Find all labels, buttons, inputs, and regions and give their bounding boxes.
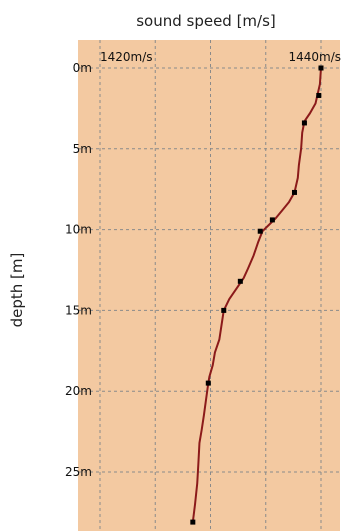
data-point-marker-5 [257, 228, 263, 234]
y-tick-label-15: 15m [65, 303, 92, 317]
data-point-marker-2 [301, 120, 307, 126]
data-point-marker-3 [291, 189, 297, 195]
x-tick-label-1440: 1440m/s [288, 50, 341, 64]
y-tick-label-10: 10m [65, 223, 92, 237]
sound-speed-profile-line [191, 67, 322, 524]
data-point-marker-8 [205, 380, 211, 386]
data-point-marker-1 [316, 92, 322, 98]
y-tick-label-0: 0m [73, 61, 92, 75]
y-tick-label-20: 20m [65, 384, 92, 398]
chart-title: sound speed [m/s] [136, 12, 276, 30]
plot-area-background [78, 40, 340, 531]
data-point-marker-0 [318, 65, 324, 71]
x-axis-tick-labels: 1420m/s 1440m/s [100, 50, 341, 64]
x-tick-label-1420: 1420m/s [100, 50, 153, 64]
data-point-marker-9 [190, 519, 196, 525]
data-point-marker-6 [237, 278, 243, 284]
y-tick-label-25: 25m [65, 465, 92, 479]
y-tick-label-5: 5m [73, 142, 92, 156]
grid-lines [78, 40, 340, 531]
data-point-marker-4 [269, 217, 275, 223]
data-point-marker-7 [221, 307, 227, 313]
y-axis-label: depth [m] [8, 253, 26, 328]
series-group [190, 65, 324, 525]
y-axis-tick-labels: 0m 5m 10m 15m 20m 25m [65, 61, 92, 479]
